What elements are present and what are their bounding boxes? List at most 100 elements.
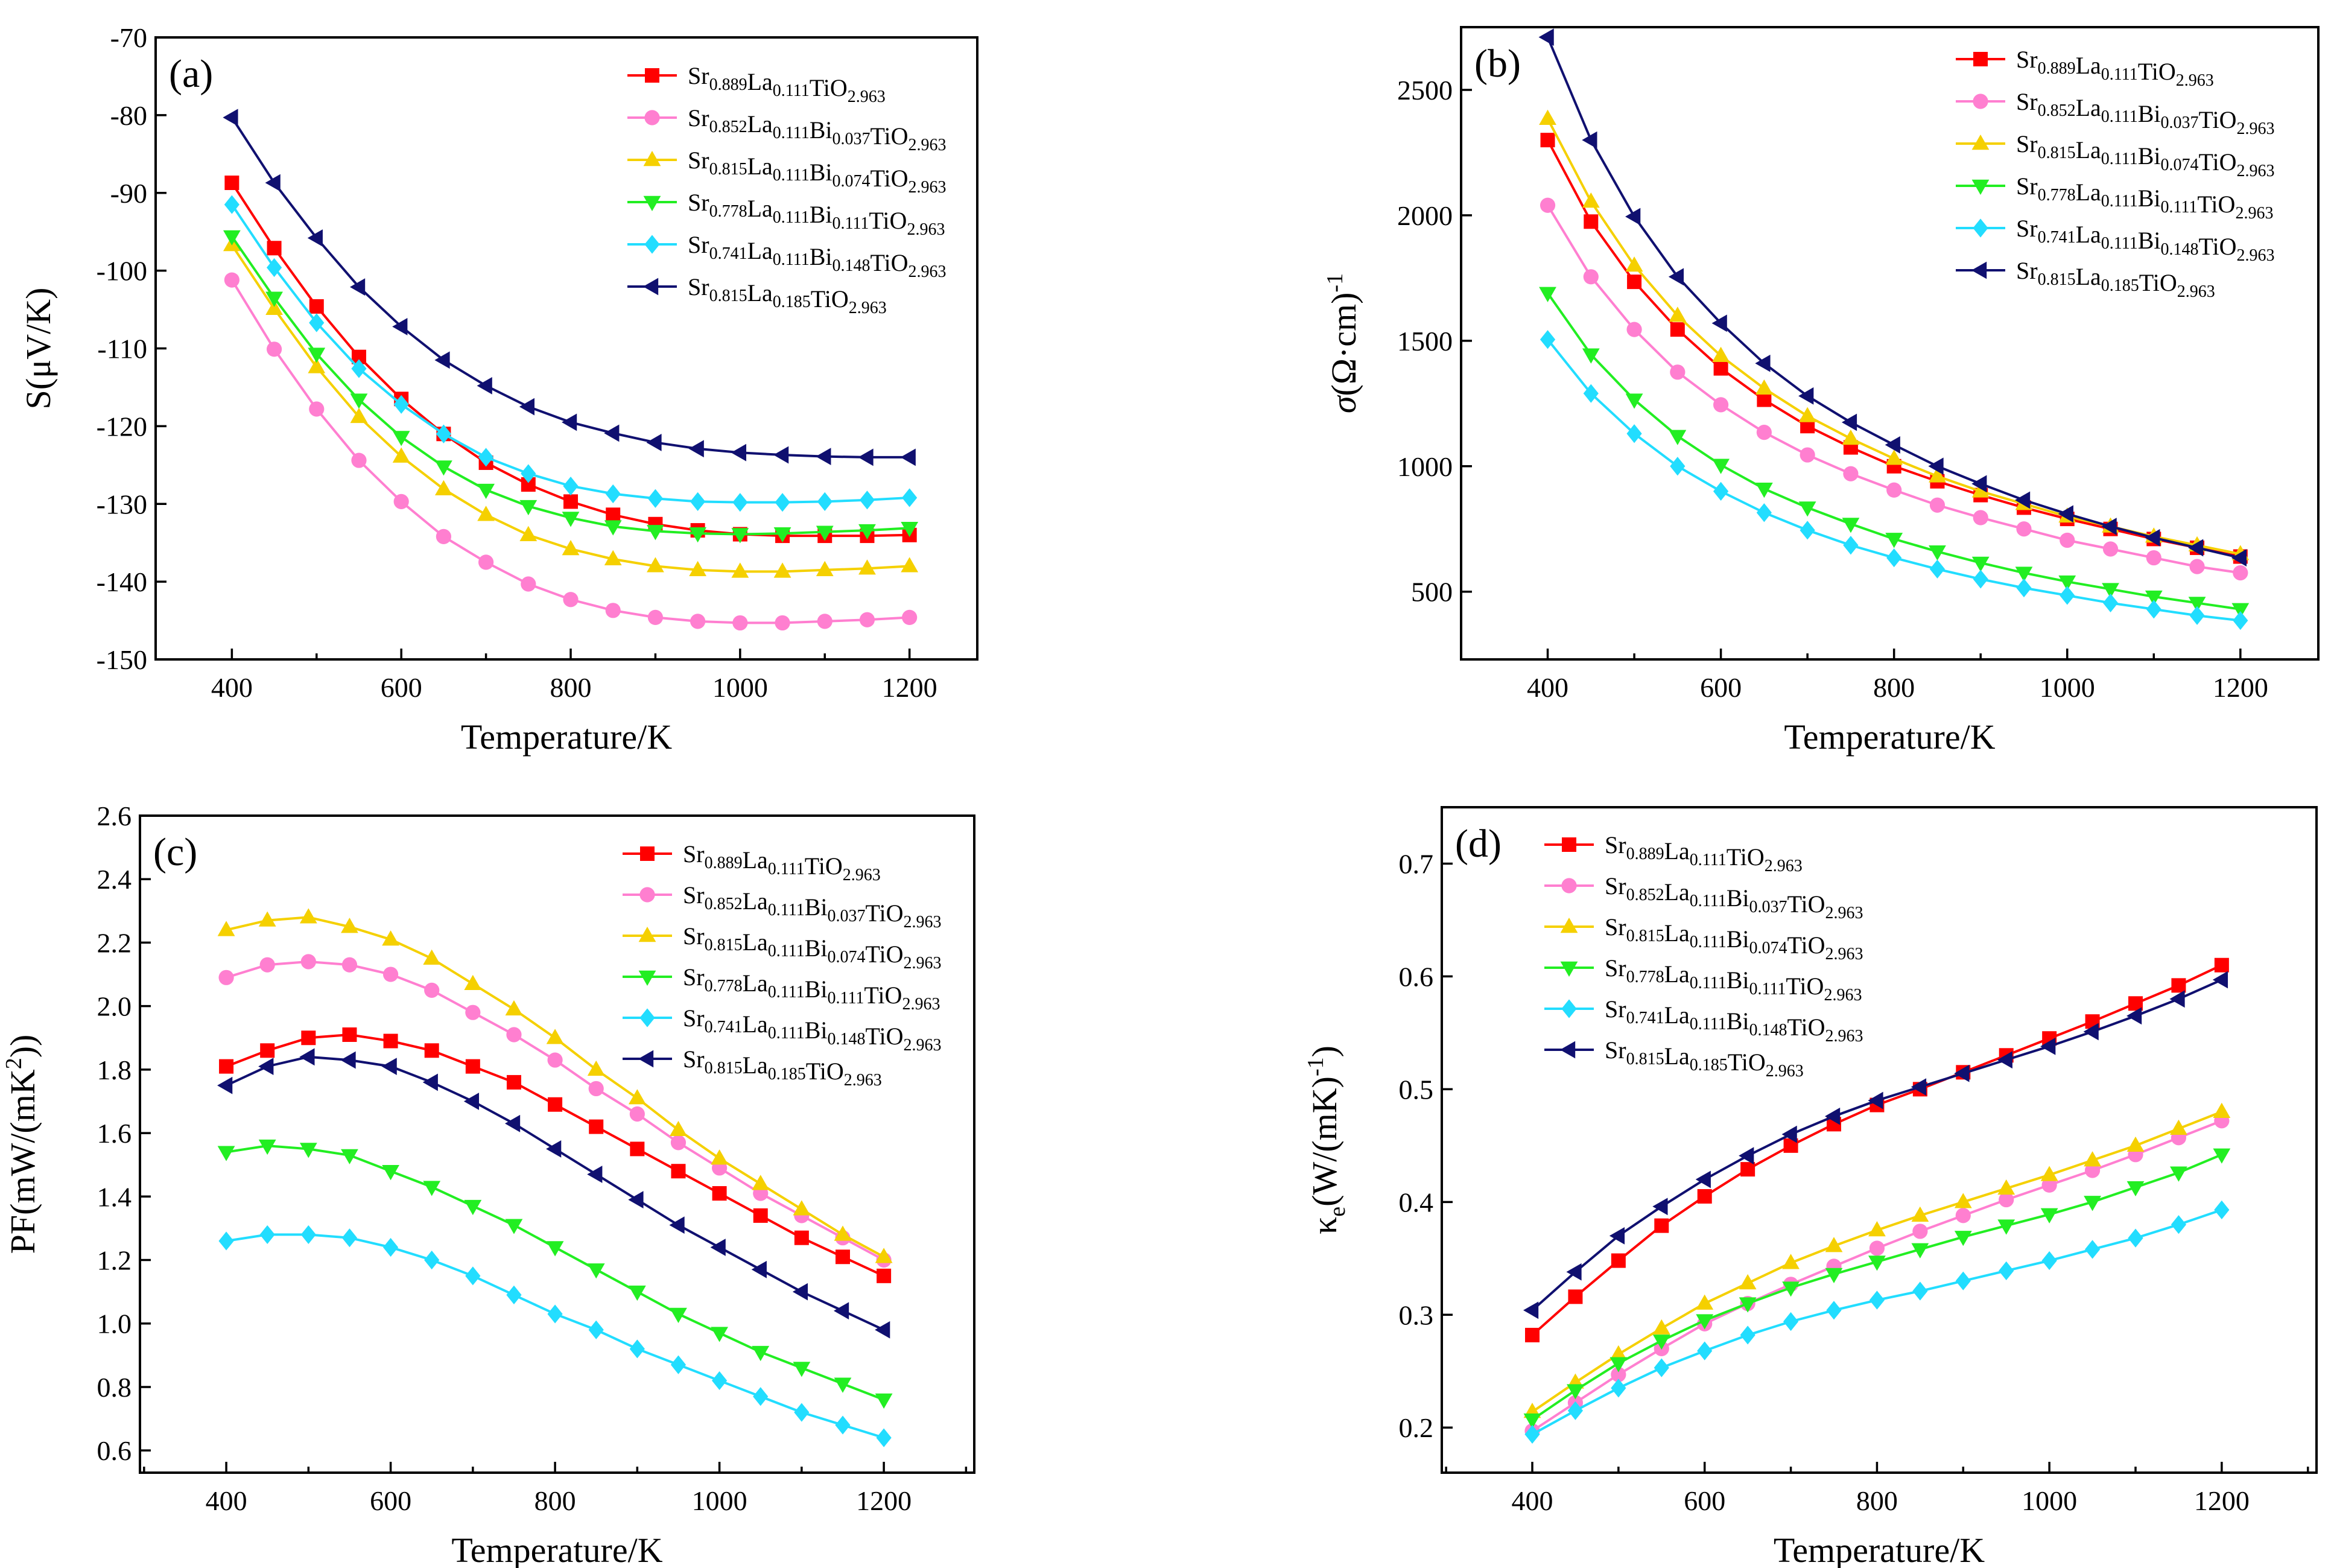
y-tick-label: -120 (97, 411, 147, 442)
data-point (2084, 1240, 2101, 1259)
data-point (1670, 457, 1686, 476)
data-point (1539, 287, 1556, 302)
data-point (1755, 354, 1771, 372)
data-point (218, 970, 234, 985)
legend-marker (640, 846, 655, 861)
data-point (434, 351, 450, 369)
data-point (267, 241, 282, 256)
data-point (690, 614, 706, 629)
data-point (546, 1140, 562, 1158)
data-point (341, 1149, 358, 1164)
data-point (629, 1339, 645, 1359)
data-point (350, 393, 368, 409)
data-point (2170, 1119, 2187, 1135)
data-point (2040, 1208, 2058, 1224)
data-point (2015, 567, 2033, 582)
x-tick-label: 1200 (2194, 1485, 2250, 1516)
data-point (1825, 1268, 1843, 1283)
data-point (817, 492, 832, 511)
y-tick-label: -90 (110, 178, 147, 209)
data-point (219, 1059, 234, 1074)
x-tick-label: 1200 (882, 672, 937, 703)
data-point (224, 195, 239, 214)
data-point (2128, 1228, 2143, 1248)
data-point (424, 1043, 439, 1058)
data-point (423, 1181, 441, 1196)
legend-entry-4: Sr0.741La0.111Bi0.148TiO2.963 (683, 1005, 942, 1055)
x-axis-title: Temperature/K (1784, 717, 1995, 757)
data-point (258, 1139, 276, 1155)
data-point (341, 957, 358, 973)
data-point (710, 1239, 726, 1256)
data-point (1826, 1301, 1842, 1320)
data-point (1523, 1413, 1541, 1429)
legend-entry-1: Sr0.852La0.111Bi0.037TiO2.963 (2016, 88, 2275, 138)
data-point (300, 954, 316, 970)
data-point (1912, 1224, 1928, 1239)
data-point (1568, 1289, 1583, 1304)
legend-entry-2: Sr0.815La0.111Bi0.074TiO2.963 (2016, 130, 2275, 180)
data-point (1997, 1179, 2015, 1195)
data-point (1954, 1064, 1970, 1082)
data-point (1582, 131, 1597, 149)
plot-frame (1460, 26, 2320, 661)
x-tick-label: 800 (550, 672, 592, 703)
data-point (301, 1030, 316, 1046)
series-line-4 (230, 203, 910, 504)
data-point (1868, 1221, 1886, 1237)
data-point (2102, 593, 2119, 613)
data-point (588, 1081, 604, 1097)
legend-entry-3: Sr0.778La0.111Bi0.111TiO2.963 (683, 963, 940, 1014)
data-point (1886, 548, 1902, 568)
data-point (422, 1073, 438, 1091)
data-point (1928, 457, 1944, 475)
data-point (392, 447, 410, 463)
data-point (902, 488, 918, 507)
legend-entry-4: Sr0.741La0.111Bi0.148TiO2.963 (688, 231, 947, 281)
data-point (478, 554, 494, 570)
series-line-1 (1546, 205, 2241, 574)
legend-entry-2: Sr0.815La0.111Bi0.074TiO2.963 (1605, 913, 1863, 963)
data-point (752, 1175, 770, 1190)
data-point (478, 448, 494, 467)
y-tick-label: 2.2 (97, 927, 132, 958)
legend-marker (1971, 179, 1990, 195)
data-point (859, 490, 875, 510)
y-axis-title: PF(mW/(mK2)) (1, 1035, 42, 1254)
data-point (1695, 1170, 1711, 1189)
data-point (2189, 606, 2205, 625)
data-point (794, 1230, 809, 1245)
data-point (436, 424, 452, 443)
legend-marker (1971, 261, 1987, 279)
data-point (688, 440, 704, 458)
data-point (563, 494, 579, 509)
legend-marker (643, 151, 661, 167)
y-tick-label: 0.7 (1399, 848, 1434, 879)
data-point (1539, 109, 1556, 125)
data-point (587, 1060, 605, 1076)
data-point (506, 1285, 522, 1304)
legend-marker (645, 68, 659, 83)
y-tick-label: -70 (110, 22, 147, 53)
y-tick-label: -130 (97, 489, 147, 519)
data-point (464, 974, 482, 991)
data-point (393, 494, 409, 509)
data-point (546, 1029, 564, 1044)
legend-marker (638, 1050, 654, 1068)
data-point (436, 528, 452, 544)
legend-entry-1: Sr0.852La0.111Bi0.037TiO2.963 (688, 104, 947, 154)
data-point (547, 1052, 563, 1068)
legend-entry-0: Sr0.889La0.111TiO2.963 (683, 840, 881, 884)
data-point (1567, 1384, 1584, 1400)
data-point (588, 1320, 604, 1339)
y-tick-label: 500 (1411, 577, 1453, 608)
x-tick-label: 1200 (856, 1485, 912, 1516)
chart-panel-1: 400 600 800 1000 1200 500 1000 1500 2000 2500 Temp… (1322, 26, 2320, 757)
data-point (2060, 586, 2075, 605)
data-point (2214, 957, 2229, 973)
data-point (546, 1241, 564, 1257)
data-point (1869, 1240, 1885, 1256)
data-point (1843, 536, 1859, 555)
y-tick-label: 1.6 (97, 1118, 132, 1149)
